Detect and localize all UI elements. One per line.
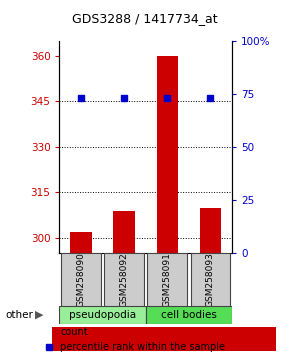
Text: percentile rank within the sample: percentile rank within the sample xyxy=(60,342,225,352)
Bar xyxy=(191,253,230,306)
Text: GDS3288 / 1417734_at: GDS3288 / 1417734_at xyxy=(72,12,218,25)
Bar xyxy=(157,56,178,253)
Bar xyxy=(70,232,92,253)
Bar xyxy=(200,207,221,253)
Bar xyxy=(104,253,144,306)
Text: GSM258090: GSM258090 xyxy=(77,252,86,307)
Bar xyxy=(59,306,146,324)
Text: count: count xyxy=(60,327,88,337)
Text: pseudopodia: pseudopodia xyxy=(69,310,136,320)
Bar xyxy=(147,253,187,306)
Text: GSM258091: GSM258091 xyxy=(163,252,172,307)
Bar xyxy=(113,211,135,253)
Bar xyxy=(61,253,101,306)
Text: GSM258092: GSM258092 xyxy=(120,252,129,307)
Text: other: other xyxy=(6,310,34,320)
Bar xyxy=(146,306,232,324)
Text: cell bodies: cell bodies xyxy=(161,310,217,320)
Text: GSM258093: GSM258093 xyxy=(206,252,215,307)
Text: ▶: ▶ xyxy=(35,310,44,320)
